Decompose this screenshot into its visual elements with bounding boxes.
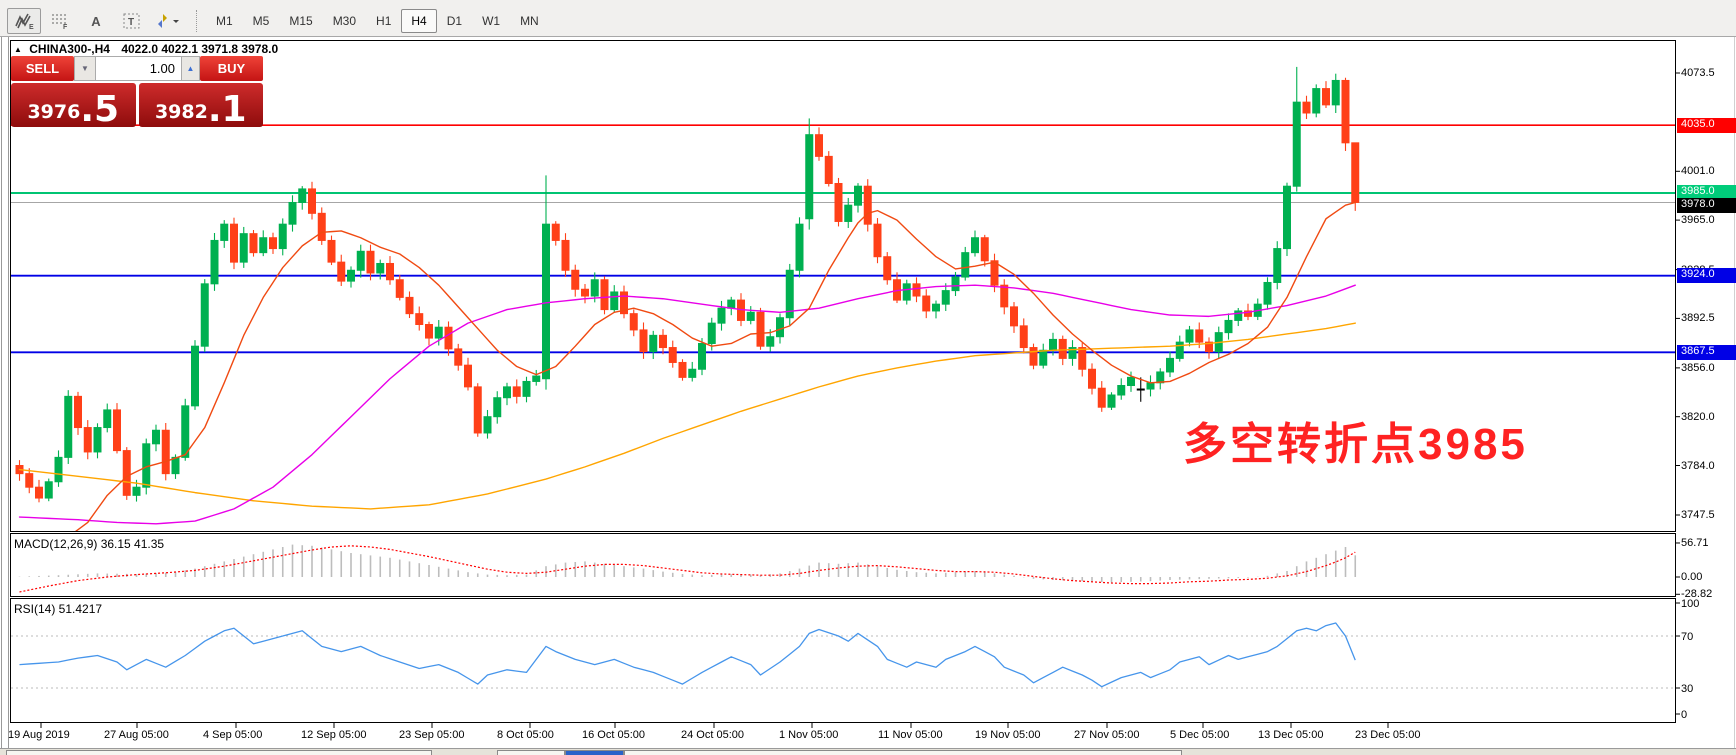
timeframe-button-h4[interactable]: H4 bbox=[401, 9, 437, 33]
fractals-grid-icon: F bbox=[52, 14, 68, 30]
text-box-icon: T bbox=[123, 13, 140, 29]
sell-button[interactable]: SELL bbox=[11, 56, 74, 81]
timeframe-button-w1[interactable]: W1 bbox=[472, 9, 510, 33]
sell-price-main: 3976 bbox=[27, 101, 81, 123]
text-box-button[interactable]: T bbox=[115, 8, 149, 34]
pattern-tool-button[interactable]: E bbox=[7, 8, 41, 34]
timeframe-bar: M1 M5 M15 M30 H1 H4 D1 W1 MN bbox=[206, 9, 549, 33]
bottom-tab-2[interactable] bbox=[565, 750, 624, 755]
bottom-tab-1[interactable] bbox=[497, 750, 565, 755]
volume-increase-button[interactable]: ▲ bbox=[182, 56, 200, 81]
svg-text:E: E bbox=[29, 24, 34, 30]
text-label-icon: A bbox=[91, 13, 101, 29]
toolbar: E F A T bbox=[0, 0, 1736, 37]
timeframe-button-d1[interactable]: D1 bbox=[437, 9, 472, 33]
text-label-button[interactable]: A bbox=[79, 8, 113, 34]
bottom-tab-0[interactable] bbox=[6, 750, 432, 755]
caret-down-icon: ▼ bbox=[81, 64, 89, 73]
buy-price-box[interactable]: 3982 .1 bbox=[138, 83, 263, 130]
arrange-windows-icon bbox=[158, 14, 179, 28]
sell-price-fraction: .5 bbox=[80, 89, 120, 130]
buy-price-main: 3982 bbox=[154, 101, 208, 123]
buy-button[interactable]: BUY bbox=[200, 56, 263, 81]
volume-input[interactable] bbox=[95, 56, 182, 81]
timeframe-button-h1[interactable]: H1 bbox=[366, 9, 401, 33]
timeframe-button-mn[interactable]: MN bbox=[510, 9, 549, 33]
fractals-grid-button[interactable]: F bbox=[43, 8, 77, 34]
timeframe-button-m1[interactable]: M1 bbox=[206, 9, 243, 33]
arrange-windows-button[interactable] bbox=[151, 8, 185, 34]
svg-text:F: F bbox=[63, 24, 68, 30]
caret-up-icon: ▲ bbox=[186, 64, 195, 73]
volume-dropdown-button[interactable]: ▼ bbox=[74, 56, 95, 81]
timeframe-button-m30[interactable]: M30 bbox=[323, 9, 366, 33]
sell-price-box[interactable]: 3976 .5 bbox=[11, 83, 136, 130]
bottom-panel-strip bbox=[0, 748, 1736, 755]
toolbar-separator bbox=[196, 10, 198, 32]
bottom-tab-3[interactable] bbox=[624, 750, 1182, 755]
timeframe-button-m15[interactable]: M15 bbox=[279, 9, 322, 33]
timeframe-button-m5[interactable]: M5 bbox=[243, 9, 280, 33]
pattern-tool-icon: E bbox=[15, 13, 34, 30]
svg-text:T: T bbox=[128, 17, 134, 28]
buy-price-fraction: .1 bbox=[207, 89, 247, 130]
one-click-trading-panel: SELL ▼ ▲ BUY 3976 .5 3982 .1 bbox=[11, 56, 263, 130]
